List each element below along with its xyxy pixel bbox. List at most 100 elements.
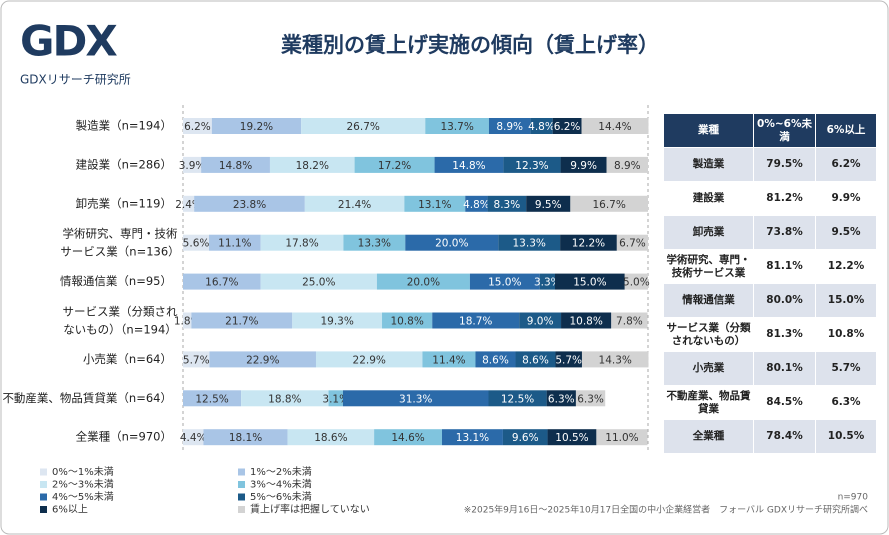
bar-segment (183, 195, 195, 212)
legend-swatch (40, 493, 47, 501)
data-label: 21.4% (338, 199, 371, 211)
data-label: 6.7% (619, 238, 646, 250)
table-cell: 卸売業 (663, 215, 754, 250)
data-label: 12.5% (195, 393, 228, 405)
table-header-cell: 0%~6%未満 (753, 113, 816, 148)
bar-segment (183, 118, 212, 134)
data-label: 14.6% (391, 432, 424, 444)
bar-segment (183, 390, 242, 407)
data-label: 16.7% (592, 199, 625, 211)
data-label: 13.3% (513, 238, 546, 250)
table-row: 学術研究、専門・技術サービス業 81.1% 12.2% (663, 249, 877, 284)
data-label: 18.7% (459, 316, 492, 328)
bar-segment (191, 312, 293, 329)
table-cell: 84.5% (753, 385, 816, 420)
table-cell: 12.2% (815, 249, 877, 284)
bar-segment (596, 429, 648, 446)
bar-segment (555, 351, 582, 368)
bar-segment (183, 429, 204, 446)
data-label: 10.8% (569, 316, 602, 328)
bar-segment (547, 429, 597, 446)
legend-swatch (40, 506, 47, 513)
bar-segment (211, 118, 302, 134)
data-label: 17.2% (378, 160, 411, 172)
table-cell: 6.2% (815, 147, 877, 182)
bar-segment (292, 312, 383, 329)
table-cell: 建設業 (663, 181, 754, 216)
bar-segment (606, 156, 648, 173)
table-cell: 81.1% (753, 249, 816, 284)
table-header: 業種 0%~6%未満 6%以上 (663, 113, 877, 148)
data-label: 14.8% (452, 160, 485, 172)
legend-label: 1%～2%未満 (250, 466, 312, 478)
table-cell: 15.0% (815, 283, 877, 318)
table-cell: 学術研究、専門・技術サービス業 (663, 249, 754, 284)
data-label: 19.3% (320, 316, 353, 328)
bar-segment (581, 118, 649, 134)
bar-segment (519, 312, 562, 329)
data-label: 5.0% (623, 277, 650, 289)
category-label: 情報通信業（n=95） (60, 274, 172, 288)
bar-segment (382, 312, 433, 329)
table-cell: 5.7% (815, 351, 877, 386)
bar-segment (530, 118, 553, 134)
legend-swatch (238, 506, 245, 513)
data-label: 11.1% (218, 238, 251, 250)
category-label: 学術研究、専門・技術サービス業（n=136） (60, 226, 179, 258)
data-label: 13.7% (440, 121, 473, 133)
data-label: 20.0% (435, 238, 468, 250)
bar-segment (183, 156, 202, 173)
bar-segment (374, 429, 443, 446)
table-header-cell: 業種 (663, 113, 754, 148)
bar-segment (515, 351, 556, 368)
legend-label: 6%以上 (52, 504, 88, 516)
data-label: 11.4% (432, 354, 465, 366)
legend-swatch (238, 481, 245, 488)
bar-segment (611, 312, 648, 329)
bar-segment (487, 195, 527, 212)
bar-segment (526, 195, 571, 212)
table-cell: 81.3% (753, 317, 816, 352)
bar-segment (475, 351, 516, 368)
bar-segment (560, 156, 607, 173)
data-label: 25.0% (302, 277, 335, 289)
data-label: 11.0% (605, 432, 638, 444)
category-label: 建設業（n=286） (76, 157, 172, 171)
table-cell: 全業種 (663, 419, 754, 454)
bar-segment (376, 273, 470, 290)
data-label: 20.0% (407, 277, 440, 289)
bar-segment (581, 351, 649, 368)
data-label: 18.6% (314, 432, 347, 444)
data-label: 12.2% (572, 238, 605, 250)
legend-swatch (40, 468, 47, 476)
data-label: 6.3% (548, 393, 575, 405)
data-label: 26.7% (347, 121, 380, 133)
data-label: 3.1% (322, 393, 349, 405)
table-cell: 9.5% (815, 215, 877, 250)
data-label: 9.5% (535, 199, 562, 211)
legend-swatch (238, 468, 245, 476)
table-cell: 不動産業、物品賃貸業 (663, 385, 754, 420)
category-label: 製造業（n=194） (76, 119, 172, 133)
data-label: 7.8% (616, 316, 643, 328)
data-label: 14.3% (599, 354, 632, 366)
table-row: 小売業 80.1% 5.7% (663, 351, 877, 386)
table-row: 情報通信業 80.0% 15.0% (663, 283, 877, 318)
data-label: 3.9% (179, 160, 206, 172)
bar-segment (328, 390, 343, 407)
bar-segment (555, 273, 625, 290)
table-cell: 10.8% (815, 317, 877, 352)
table-row: 不動産業、物品賃貸業 84.5% 6.3% (663, 385, 877, 420)
bar-segment (616, 234, 648, 251)
bar-segment (498, 234, 561, 251)
data-label: 14.8% (219, 160, 252, 172)
table-cell: 80.0% (753, 283, 816, 318)
bar-segment (183, 351, 210, 368)
data-label: 4.8% (463, 199, 490, 211)
table-cell: 小売業 (663, 351, 754, 386)
data-label: 22.9% (353, 354, 386, 366)
category-label: サービス業（分類されないもの）（n=194） (63, 304, 178, 336)
logo-mark: GDX (20, 17, 117, 66)
data-label: 5.7% (555, 354, 582, 366)
